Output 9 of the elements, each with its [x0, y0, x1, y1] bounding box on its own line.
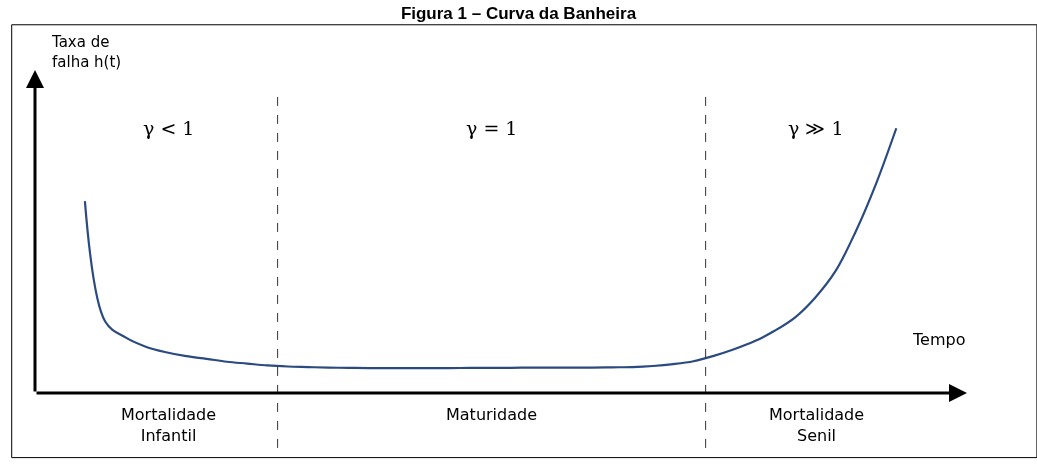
- annotation: γ < 1: [143, 117, 195, 139]
- annotation: γ ≫ 1: [788, 117, 844, 139]
- y-axis-title: Taxa de falha h(t): [51, 33, 122, 71]
- text: Mortalidade Infantil: [121, 405, 217, 445]
- chart-title: Figura 1 – Curva da Banheira: [400, 3, 637, 23]
- text: Mortalidade Senil: [769, 405, 865, 445]
- annotation: γ = 1: [466, 117, 518, 139]
- x-axis-title: Tempo: [912, 330, 966, 349]
- text: Maturidade: [446, 405, 538, 424]
